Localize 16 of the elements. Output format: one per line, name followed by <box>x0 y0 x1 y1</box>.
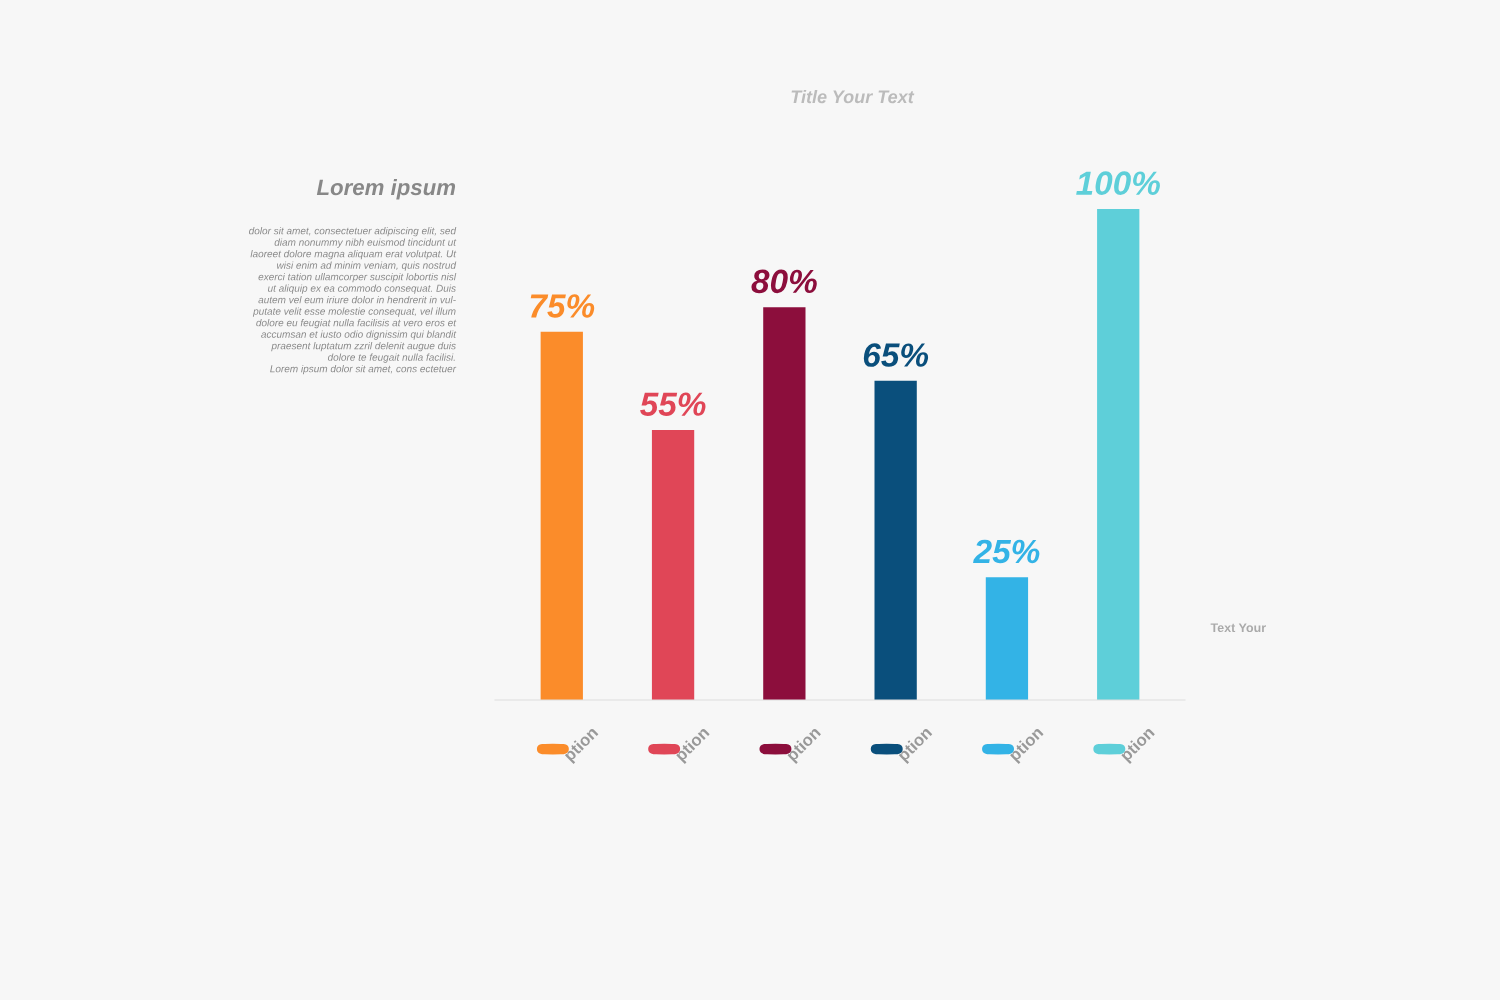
data-label: 65% <box>863 343 929 367</box>
bar <box>1097 208 1140 700</box>
bar <box>874 380 917 700</box>
text: Text Your <box>1210 623 1266 633</box>
bar <box>763 307 806 700</box>
bar <box>651 429 695 700</box>
bar <box>540 331 583 700</box>
data-label: 25% <box>973 539 1040 564</box>
chart-title: Title Your Text <box>791 89 915 104</box>
data-label: 55% <box>640 392 706 416</box>
text: dolor sit amet, consectetuer adipiscing elit, sed diam nonummy nibh euismod tincidunt ut laoreet dolore magna aliquam erat volutpat. Ut wisi enim ad minim veniam, quis nostrud exerci tation ullamcorper suscipit lobortis nisl ut aliquip ex ea commodo consequat. Duis autem vel eum iriure dolor in hendrerit in vul- putate velit esse molestie consequat, vel illum dolore eu feugiat nulla facilisis at vero eros et accumsan et iusto odio dignissim qui blandit praesent luptatum zzril delenit augue duis dolore te feugait nulla facilisi. Lorem ipsum dolor sit amet, cons ectetuer <box>249 227 457 375</box>
data-label: 100% <box>1076 171 1160 195</box>
text: Lorem ipsum <box>316 178 456 200</box>
data-label: 80% <box>751 269 817 294</box>
data-label: 75% <box>530 294 595 318</box>
bar <box>985 577 1029 700</box>
